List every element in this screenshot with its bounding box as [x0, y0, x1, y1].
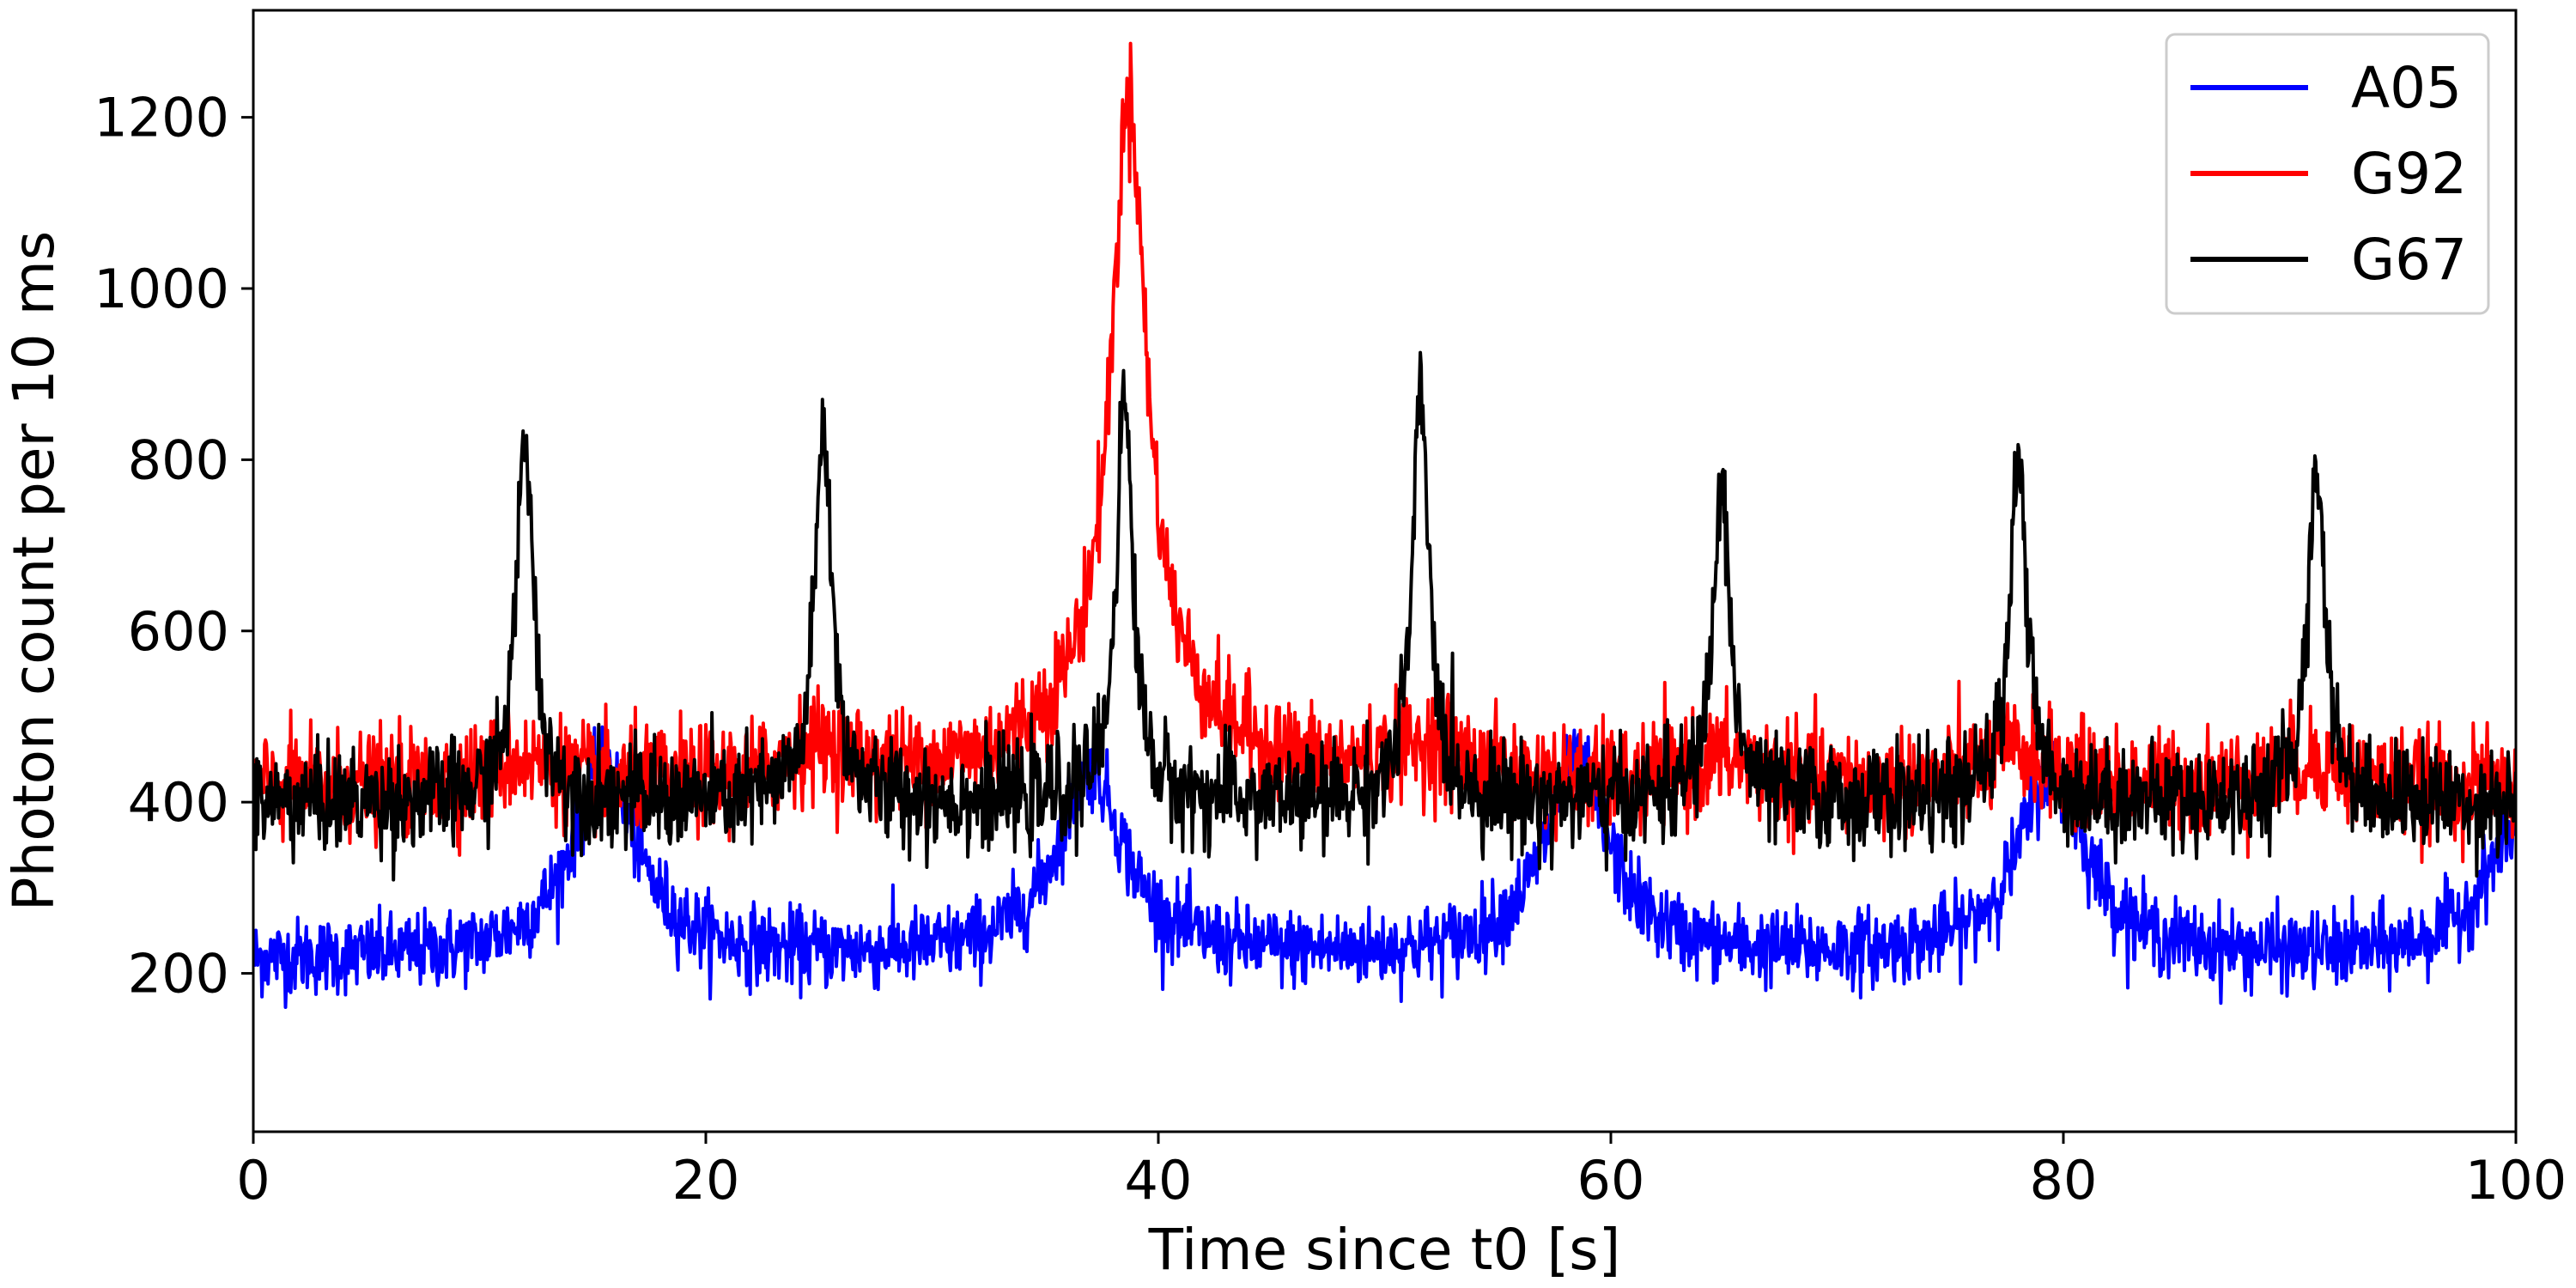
- legend: A05 G92 G67: [2165, 33, 2490, 315]
- y-tick-label: 1000: [94, 258, 229, 320]
- series-line-g67: [253, 350, 2516, 882]
- y-tick-label: 800: [128, 428, 229, 491]
- legend-box: [2165, 33, 2490, 315]
- y-axis-label: Photon count per 10 ms: [1, 231, 67, 912]
- x-tick-label: 20: [672, 1149, 740, 1212]
- x-axis-label: Time since t0 [s]: [1148, 1217, 1621, 1283]
- x-tick-label: 80: [2030, 1149, 2098, 1212]
- y-tick-label: 200: [128, 943, 229, 1005]
- x-tick-label: 60: [1577, 1149, 1645, 1212]
- x-tick-label: 100: [2465, 1149, 2567, 1212]
- plot-area: [253, 41, 2516, 1009]
- x-tick-label: 0: [236, 1149, 270, 1212]
- legend-label-g92: G92: [2351, 141, 2467, 207]
- legend-label-a05: A05: [2351, 55, 2462, 121]
- y-tick-label: 400: [128, 771, 229, 834]
- x-tick-label: 40: [1125, 1149, 1193, 1212]
- y-tick-label: 1200: [94, 87, 229, 149]
- legend-label-g67: G67: [2351, 227, 2467, 293]
- plot-frame: [252, 9, 2518, 1133]
- y-tick-label: 600: [128, 600, 229, 663]
